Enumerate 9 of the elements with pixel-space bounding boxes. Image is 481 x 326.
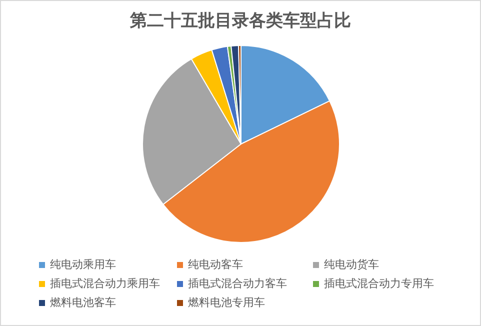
legend-label: 纯电动客车 [188,257,243,272]
legend-label: 插电式混合动力乘用车 [50,276,160,291]
legend-label: 纯电动乘用车 [50,257,116,272]
legend-label: 插电式混合动力客车 [188,276,287,291]
legend-label: 纯电动货车 [324,257,379,272]
legend-label: 燃料电池客车 [50,295,116,310]
legend-label: 燃料电池专用车 [188,295,265,310]
chart-title: 第二十五批目录各类车型占比 [129,10,352,32]
legend-label: 插电式混合动力专用车 [324,276,434,291]
